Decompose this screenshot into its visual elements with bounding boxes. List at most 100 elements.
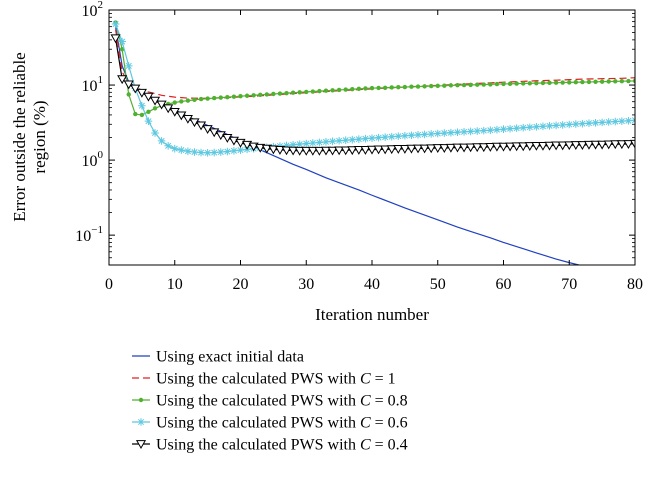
marker-triangle-down [347, 146, 358, 156]
marker-dot [179, 99, 184, 104]
marker-triangle-down [564, 141, 575, 151]
marker-dot [573, 80, 579, 85]
marker-triangle-down [577, 141, 588, 150]
marker-dot [277, 91, 283, 96]
marker-dot [192, 97, 197, 103]
x-tick-label: 30 [298, 276, 314, 293]
marker-star [381, 133, 389, 141]
marker-star [177, 146, 186, 154]
marker-dot [468, 82, 473, 88]
marker-dot [323, 88, 329, 93]
marker-triangle-down [629, 139, 635, 149]
marker-triangle-down [610, 140, 621, 150]
marker-triangle-down [452, 143, 463, 153]
marker-triangle-down [623, 140, 634, 149]
marker-star [611, 117, 620, 126]
marker-triangle-down [478, 143, 489, 153]
marker-triangle-down [616, 140, 627, 150]
marker-star [618, 117, 626, 125]
marker-dot [475, 82, 480, 87]
marker-triangle-down [334, 146, 345, 156]
x-axis-title: Iteration number [315, 305, 429, 324]
marker-triangle-down [268, 145, 279, 155]
marker-triangle-down [458, 143, 470, 153]
marker-dot [172, 100, 177, 105]
marker-dot [494, 81, 500, 87]
marker-dot [488, 82, 493, 87]
legend-label-suffix: = 0.8 [371, 393, 408, 410]
marker-dot [119, 47, 125, 52]
legend-label: Using the calculated PWS with C = 0.6 [156, 415, 408, 432]
marker-dot [534, 80, 539, 86]
marker-dot [547, 80, 552, 86]
marker-star [341, 136, 350, 145]
marker-star [519, 123, 528, 132]
marker-dot [317, 88, 322, 94]
marker-star [401, 131, 409, 140]
marker-star [479, 126, 488, 135]
marker-triangle-down [439, 144, 450, 153]
legend: Using exact initial data Using the calcul… [132, 349, 408, 454]
marker-triangle-down [590, 140, 601, 150]
marker-triangle-down [386, 145, 397, 155]
marker-star [447, 128, 455, 137]
legend-label: Using the calculated PWS with C = 1 [156, 371, 396, 388]
marker-triangle-down [307, 146, 318, 156]
marker-star [328, 137, 337, 146]
marker-dot [343, 87, 348, 92]
marker-triangle-down [426, 144, 437, 154]
marker-star [565, 120, 574, 129]
marker-triangle-down [327, 146, 338, 156]
legend-label-prefix: Using the calculated PWS with [156, 393, 360, 410]
marker-triangle-down [531, 141, 542, 151]
marker-dot [225, 94, 230, 100]
series-3 [113, 20, 635, 118]
marker-dot [139, 112, 145, 118]
marker-triangle-down [491, 142, 502, 152]
marker-triangle-down [557, 141, 568, 151]
marker-dot [146, 109, 151, 115]
marker-star [223, 147, 232, 156]
marker-star [394, 132, 403, 141]
marker-star [604, 118, 613, 126]
marker-dot [198, 96, 204, 102]
marker-triangle-down [380, 145, 391, 155]
marker-dot [363, 86, 368, 91]
marker-dot [619, 79, 625, 84]
marker-star [572, 120, 580, 128]
marker-triangle-down [261, 144, 272, 154]
marker-star [282, 141, 291, 150]
marker-dot [304, 89, 309, 95]
marker-star [387, 132, 396, 141]
legend-label: Using the calculated PWS with C = 0.4 [156, 437, 408, 454]
marker-dot [481, 82, 486, 87]
marker-dot [435, 83, 440, 89]
marker-star [124, 62, 133, 70]
marker-triangle-down [340, 146, 351, 156]
marker-triangle-down [360, 145, 371, 155]
marker-dot [580, 79, 585, 85]
marker-star [460, 128, 468, 136]
marker-dot [409, 84, 414, 89]
marker-star [302, 139, 311, 148]
marker-dot [455, 83, 460, 88]
marker-dot [396, 85, 401, 90]
marker-star [486, 126, 495, 135]
marker-star [335, 136, 343, 145]
marker-triangle-down [373, 145, 384, 155]
marker-triangle-down [603, 140, 614, 150]
y-axis-title-line-2: region (%) [30, 100, 49, 173]
marker-star [624, 116, 633, 125]
x-tick-label: 80 [627, 276, 643, 293]
marker-triangle-down [281, 146, 292, 156]
marker-star [315, 138, 324, 147]
marker-triangle-down [544, 141, 555, 151]
marker-triangle-down [274, 145, 286, 155]
marker-star [348, 135, 357, 144]
marker-dot [448, 83, 454, 88]
legend-label-prefix: Using exact initial data [156, 349, 304, 366]
marker-star [466, 127, 475, 136]
marker-star [184, 147, 192, 156]
marker-dot [251, 93, 256, 98]
